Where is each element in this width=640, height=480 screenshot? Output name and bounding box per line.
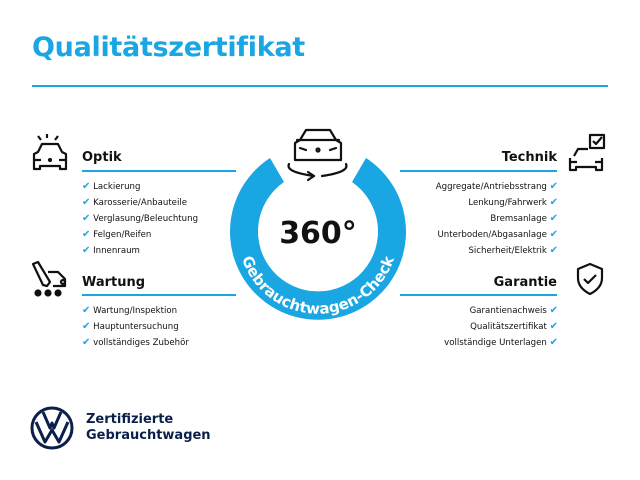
ring xyxy=(229,158,406,320)
check-icon: ✔ xyxy=(549,321,558,332)
optik-divider xyxy=(82,170,236,172)
list-item: vollständige Unterlagen ✔ xyxy=(444,335,558,351)
list-item: Aggregate/Antriebsstrang ✔ xyxy=(436,179,558,195)
check-icon: ✔ xyxy=(82,197,91,208)
check-icon: ✔ xyxy=(549,213,558,224)
check-icon: ✔ xyxy=(82,181,91,192)
item-label: Sicherheit/Elektrik xyxy=(468,246,547,256)
brand-line1: Zertifizierte xyxy=(86,412,174,427)
item-label: vollständige Unterlagen xyxy=(444,338,547,348)
360-label: 360° xyxy=(279,216,357,251)
item-label: Qualitätszertifikat xyxy=(470,322,547,332)
vw-logo xyxy=(30,406,74,450)
check-icon: ✔ xyxy=(82,213,91,224)
check-icon: ✔ xyxy=(82,229,91,240)
check-icon: ✔ xyxy=(82,321,91,332)
list-item: ✔ Innenraum xyxy=(82,243,198,259)
technik-divider xyxy=(400,170,557,172)
section-title-technik: Technik xyxy=(501,150,557,165)
optik-list: ✔ Lackierung ✔ Karosserie/Anbauteile ✔ V… xyxy=(82,179,198,259)
section-title-garantie: Garantie xyxy=(493,275,557,290)
item-label: Hauptuntersuchung xyxy=(93,322,179,332)
check-icon: ✔ xyxy=(82,305,91,316)
item-label: Aggregate/Antriebsstrang xyxy=(435,182,547,192)
car-checklist-icon xyxy=(568,133,606,172)
wartung-list: ✔ Wartung/Inspektion ✔ Hauptuntersuchung… xyxy=(82,303,189,351)
list-item: ✔ Felgen/Reifen xyxy=(82,227,198,243)
360-check-badge: Gebrauchtwagen-Check 360° xyxy=(229,128,406,320)
check-icon: ✔ xyxy=(549,305,558,316)
item-label: Verglasung/Beleuchtung xyxy=(93,214,199,224)
garantie-divider xyxy=(400,294,557,296)
list-item: Qualitätszertifikat ✔ xyxy=(444,319,558,335)
list-item: ✔ Karosserie/Anbauteile xyxy=(82,195,198,211)
list-item: ✔ Wartung/Inspektion xyxy=(82,303,189,319)
list-item: Bremsanlage ✔ xyxy=(436,211,558,227)
check-icon: ✔ xyxy=(549,337,558,348)
check-icon: ✔ xyxy=(82,245,91,256)
item-label: Innenraum xyxy=(93,246,140,256)
brand-text: Zertifizierte Gebrauchtwagen xyxy=(86,412,211,444)
check-icon: ✔ xyxy=(549,197,558,208)
shield-check-icon xyxy=(576,262,604,296)
list-item: ✔ Verglasung/Beleuchtung xyxy=(82,211,198,227)
service-tools-icon xyxy=(31,260,67,297)
list-item: ✔ Hauptuntersuchung xyxy=(82,319,189,335)
wartung-divider xyxy=(82,294,236,296)
garantie-list: Garantienachweis ✔ Qualitätszertifikat ✔… xyxy=(444,303,558,351)
car-rotate-icon xyxy=(287,128,348,182)
title-divider xyxy=(32,85,608,87)
check-icon: ✔ xyxy=(549,181,558,192)
check-icon: ✔ xyxy=(549,245,558,256)
list-item: ✔ vollständiges Zubehör xyxy=(82,335,189,351)
item-label: Karosserie/Anbauteile xyxy=(93,198,188,208)
item-label: Lenkung/Fahrwerk xyxy=(468,198,547,208)
list-item: Lenkung/Fahrwerk ✔ xyxy=(436,195,558,211)
item-label: vollständiges Zubehör xyxy=(93,338,189,348)
item-label: Wartung/Inspektion xyxy=(93,306,178,316)
list-item: Unterboden/Abgasanlage ✔ xyxy=(436,227,559,243)
check-icon: ✔ xyxy=(549,229,558,240)
brand-line2: Gebrauchtwagen xyxy=(86,428,211,443)
car-lights-icon xyxy=(32,134,68,171)
check-icon: ✔ xyxy=(82,337,91,348)
item-label: Unterboden/Abgasanlage xyxy=(437,230,547,240)
section-title-wartung: Wartung xyxy=(82,275,146,290)
item-label: Lackierung xyxy=(93,182,141,192)
list-item: Sicherheit/Elektrik ✔ xyxy=(436,243,558,259)
item-label: Felgen/Reifen xyxy=(93,230,152,240)
item-label: Garantienachweis xyxy=(469,306,547,316)
page-title: Qualitätszertifikat xyxy=(32,32,305,63)
list-item: Garantienachweis ✔ xyxy=(444,303,558,319)
list-item: ✔ Lackierung xyxy=(82,179,198,195)
item-label: Bremsanlage xyxy=(490,214,547,224)
technik-list: Aggregate/Antriebsstrang ✔ Lenkung/Fahrw… xyxy=(436,179,558,259)
section-title-optik: Optik xyxy=(82,150,122,165)
